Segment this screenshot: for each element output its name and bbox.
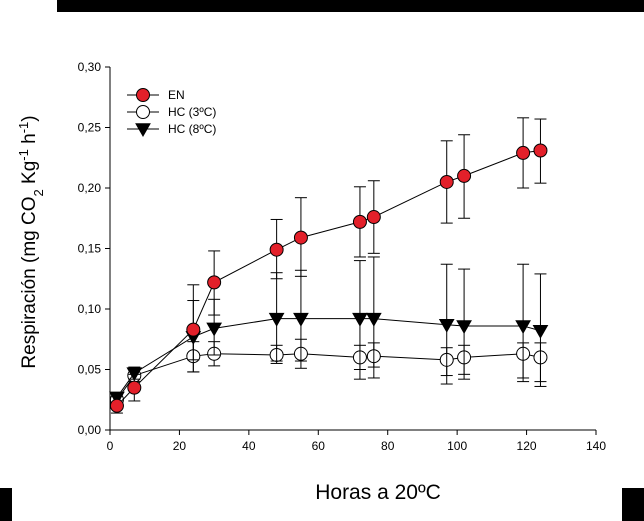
x-tick-label: 140 [586, 439, 606, 453]
bottom-left-black-bar [0, 488, 12, 521]
legend-marker [135, 123, 151, 138]
legend-label: HC (8ºC) [168, 122, 216, 136]
y-tick-label: 0,00 [78, 423, 102, 437]
y-tick-label: 0,20 [78, 181, 102, 195]
data-point [268, 312, 285, 327]
data-point [352, 214, 367, 229]
data-point [439, 174, 454, 189]
y-axis-label-part: 2 [31, 189, 46, 196]
data-point [127, 380, 142, 395]
data-point [293, 312, 309, 327]
data-point [207, 275, 222, 290]
data-point [366, 210, 381, 225]
data-point [186, 322, 201, 337]
data-point [456, 320, 472, 334]
data-point [515, 320, 531, 334]
legend-label: EN [168, 88, 185, 102]
legend-marker [136, 88, 150, 102]
data-point [109, 398, 124, 413]
data-point [206, 322, 223, 337]
legend-label: HC (3ºC) [168, 105, 216, 119]
y-tick-label: 0,25 [78, 121, 102, 135]
data-point [269, 242, 284, 257]
y-axis-label-part: Respiración (mg CO [19, 196, 40, 368]
y-axis-ticks: 0,00 0,05 0,10 0,15 0,20 0,25 0,30 [78, 60, 110, 437]
data-point [516, 145, 531, 160]
y-axis-label-part: -1 [16, 149, 31, 161]
x-tick-label: 100 [447, 439, 467, 453]
y-axis-label: Respiración (mg CO2 Kg-1 h-1) [16, 115, 46, 368]
top-black-bar [57, 0, 644, 12]
y-tick-label: 0,05 [78, 363, 102, 377]
y-axis-label-part: Kg [19, 161, 40, 190]
y-axis-label-part: ) [19, 115, 40, 121]
series-circle-open [109, 338, 548, 407]
y-tick-label: 0,30 [78, 60, 102, 74]
data-point [293, 230, 308, 245]
legend: EN HC (3ºC) HC (8ºC) [127, 88, 216, 138]
x-axis-ticks: 0 20 40 60 80 100 120 140 [107, 430, 606, 453]
series-line [116, 353, 541, 401]
series-triangle-down [109, 256, 549, 406]
x-tick-label: 0 [107, 439, 114, 453]
data-point [438, 318, 455, 333]
series-circle-filled [109, 117, 548, 414]
series-line [116, 149, 541, 407]
data-point [533, 143, 548, 158]
x-tick-label: 20 [173, 439, 187, 453]
x-axis-label: Horas a 20ºC [315, 481, 441, 504]
bottom-right-black-bar [622, 488, 644, 521]
series-layer [109, 117, 549, 414]
x-tick-label: 80 [381, 439, 395, 453]
y-axis-label-part: h [19, 133, 40, 149]
data-point [352, 312, 368, 327]
data-point [532, 325, 549, 339]
y-tick-label: 0,15 [78, 242, 102, 256]
y-axis-label-part: -1 [16, 122, 31, 134]
data-point [365, 312, 382, 327]
x-tick-label: 40 [242, 439, 256, 453]
y-tick-label: 0,10 [78, 302, 102, 316]
x-tick-label: 60 [312, 439, 326, 453]
x-tick-label: 120 [517, 439, 537, 453]
legend-marker [136, 105, 150, 119]
series-line [116, 318, 541, 398]
data-point [457, 168, 472, 183]
